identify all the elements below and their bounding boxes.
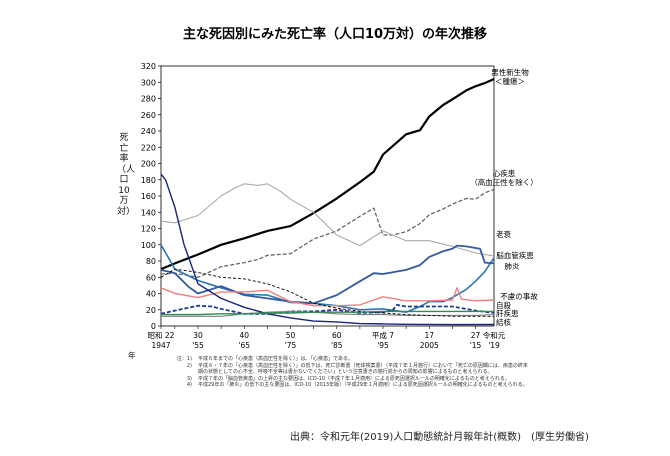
x-tick-label-era: 40	[239, 331, 249, 340]
footnote: 2) 平成６・７年の「心疾患（高血圧性を除く）」の低下は、死亡診断書（死体検案書）…	[170, 363, 530, 376]
y-tick-label: 160	[141, 192, 156, 201]
y-tick-label: 260	[141, 111, 156, 120]
y-tick-label: 200	[141, 160, 156, 169]
x-tick-label-year: '85	[331, 341, 343, 350]
x-tick-label-year: '55	[192, 341, 204, 350]
x-tick-label-era: 令和元	[483, 330, 506, 340]
series-line-自殺	[160, 303, 495, 315]
series-label: 不慮の事故	[500, 291, 538, 301]
x-tick-label-era: 17	[424, 331, 434, 340]
x-tick-label-era: 60	[332, 331, 342, 340]
y-tick-label: 120	[141, 225, 156, 234]
chart-title: 主な死因別にみた死亡率（人口10万対）の年次推移	[183, 26, 487, 42]
series-line-肺炎	[160, 244, 495, 305]
y-axis-label: 死亡率（人口10万対）	[117, 133, 136, 217]
series-label: 自殺	[496, 300, 511, 310]
series-label: 肝疾患	[496, 308, 519, 318]
y-tick-label: 0	[151, 322, 156, 331]
y-tick-label: 100	[141, 241, 156, 250]
y-tick-label: 140	[141, 208, 156, 217]
footnote-text: 平成６年までの「心疾患（高血圧性を除く）」は、「心疾患」である。	[198, 356, 353, 362]
series-label: 老衰	[496, 229, 511, 239]
footnote-text: 平成７年の「脳血管疾患」の上昇の主な要因は、ICD-10（平成７年１月適用）によ…	[198, 375, 510, 382]
series-label: 肺炎	[505, 262, 520, 271]
footnote-text: 平成６・７年の「心疾患（高血圧性を除く）」の低下は、死亡診断書（死体検案書）（平…	[198, 362, 528, 376]
footnote-number: 2)	[186, 362, 192, 369]
y-tick-label: 180	[141, 176, 156, 185]
footnote: 注：1) 平成６年までの「心疾患（高血圧性を除く）」は、「心疾患」である。	[170, 356, 530, 363]
footnotes: 注：1) 平成６年までの「心疾患（高血圧性を除く）」は、「心疾患」である。 2) 平成…	[170, 356, 530, 389]
source-citation: 出典：令和元年(2019)人口動態統計月報年計(概数) (厚生労働省)	[290, 432, 589, 443]
x-tick-label-era: 30	[193, 331, 203, 340]
series-line-結核	[160, 173, 495, 326]
x-tick-label-era: 50	[286, 331, 296, 340]
series-line-肝疾患	[161, 310, 495, 317]
series-line-悪性新生物	[160, 77, 495, 271]
footnote-number: 注：1)	[176, 356, 192, 362]
y-tick-label: 80	[146, 257, 156, 266]
x-tick-label-year: 1947	[151, 341, 170, 350]
y-tick-label: 240	[141, 127, 156, 136]
x-tick-label-era: 昭和 22	[148, 331, 175, 340]
series-line-unlabeled-9	[160, 268, 494, 317]
series-line-unlabeled-10	[161, 310, 494, 316]
plot-area: 0 20 40 60 80 100 120 140 160 180 200 220 240 260 280 3…	[128, 62, 506, 360]
y-tick-label: 280	[141, 95, 156, 104]
series-label: 脳血管疾患	[496, 250, 534, 260]
series-line-老衰	[160, 244, 495, 314]
series-line-心疾患	[160, 188, 495, 278]
x-tick-label-year: '15	[470, 341, 482, 350]
series-label: 結核	[496, 317, 511, 327]
series-layer	[160, 77, 495, 326]
x-tick-label-year: '75	[285, 341, 297, 350]
series-line-脳血管疾患	[160, 183, 495, 257]
footnote: 4) 平成29年の「肺炎」の低下の主な要因は、ICD-10（2013年版）（平成2…	[170, 382, 530, 389]
series-line-不慮の事故	[160, 287, 495, 307]
x-axis-label: 年	[128, 350, 136, 360]
footnote-text: 平成29年の「肺炎」の低下の主な要因は、ICD-10（2013年版）（平成29年…	[198, 382, 528, 389]
y-tick-label: 300	[141, 78, 156, 87]
x-tick-label-year: '65	[238, 341, 250, 350]
y-tick-label: 60	[146, 273, 156, 282]
series-label: 心疾患	[493, 168, 516, 178]
series-label-sub: （高血圧性を除く）	[470, 177, 538, 187]
footnote: 3) 平成７年の「脳血管疾患」の上昇の主な要因は、ICD-10（平成７年１月適用）…	[170, 376, 530, 383]
series-label: 悪性新生物	[491, 67, 529, 77]
y-tick-label: 40	[146, 290, 156, 299]
y-tick-label: 20	[146, 306, 156, 315]
x-tick-label-era: 平成 7	[372, 330, 394, 340]
footnote-number: 3)	[186, 375, 192, 382]
x-tick-label-year: '95	[377, 341, 389, 350]
x-tick-label-year: 2005	[420, 341, 439, 350]
y-tick-label: 220	[141, 143, 156, 152]
x-tick-label-era: 27	[471, 331, 481, 340]
footnote-number: 4)	[186, 382, 192, 389]
series-labels: 悪性新生物＜腫瘍＞ 心疾患（高血圧性を除く） 脳血管疾患 老衰肺炎不慮の事故自殺肝疾患…	[470, 67, 538, 327]
y-tick-label: 320	[141, 62, 156, 71]
x-tick-label-year: '19	[488, 341, 500, 350]
series-label-sub: ＜腫瘍＞	[495, 76, 525, 86]
